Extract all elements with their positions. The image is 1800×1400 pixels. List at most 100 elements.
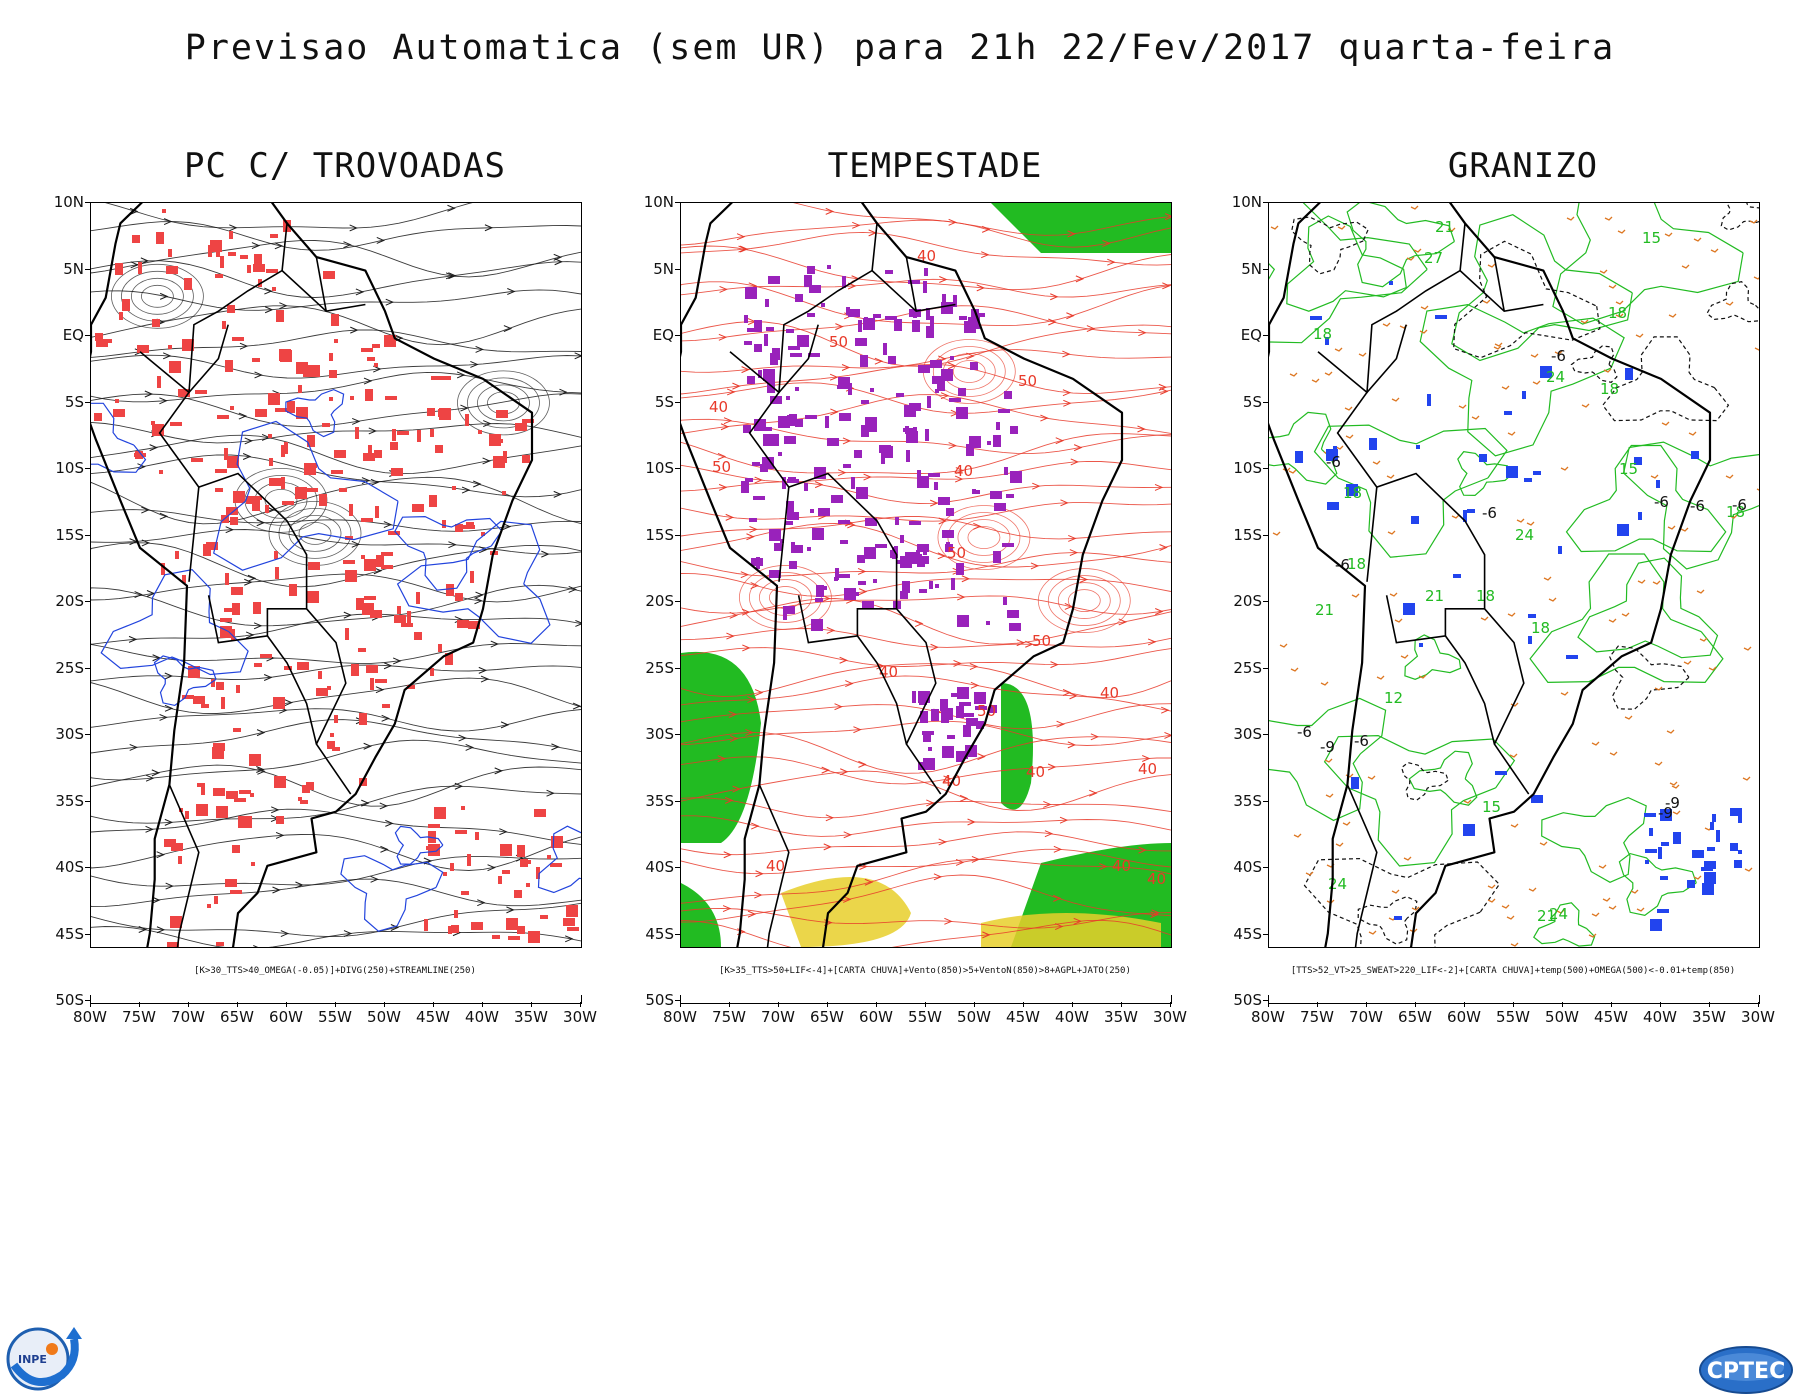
- contour-label: 21: [1425, 587, 1444, 605]
- contour-label: 18: [1343, 484, 1362, 502]
- contour-label: 12: [1384, 689, 1403, 707]
- contour-label: 40: [709, 398, 728, 416]
- panel-caption: [K>30_TTS>40_OMEGA(-0.05)]+DIVG(250)+STR…: [194, 966, 476, 976]
- lon-tick: [531, 1002, 532, 1007]
- lat-tick: [675, 800, 681, 802]
- lat-tick: [1263, 667, 1269, 669]
- lat-tick: [1263, 335, 1269, 336]
- lon-label: 65W: [810, 1008, 844, 1026]
- lat-label: 45S: [1233, 924, 1262, 943]
- lat-label: 50S: [1233, 991, 1262, 1009]
- lat-tick: [85, 202, 91, 203]
- lon-tick: [286, 1002, 287, 1007]
- lon-label: 60W: [1447, 1008, 1481, 1026]
- lat-tick: [85, 667, 91, 669]
- lat-tick: [675, 1000, 681, 1001]
- lon-tick: [335, 1002, 336, 1007]
- lat-label: 15S: [1233, 525, 1262, 544]
- lat-tick: [675, 534, 681, 536]
- lat-tick: [85, 468, 91, 469]
- lat-label: 5N: [1241, 259, 1262, 278]
- lat-label: 35S: [55, 791, 84, 810]
- contour-label: 18: [1600, 380, 1619, 398]
- contour-label: 15: [1642, 229, 1661, 247]
- contour-label: -9: [1320, 738, 1335, 756]
- lon-label: 30W: [563, 1008, 597, 1026]
- lat-tick: [675, 468, 681, 469]
- lon-tick: [1660, 1002, 1661, 1007]
- lon-label: 60W: [859, 1008, 893, 1026]
- cptec-logo: CPTEC: [1699, 1346, 1793, 1394]
- map-area[interactable]: 21 18 18 18 18 18 18 18 21 24 24 24 27 21 21 24 15 15 15 12…: [1268, 202, 1760, 948]
- lon-label: 35W: [1692, 1008, 1726, 1026]
- lon-label: 50W: [957, 1008, 991, 1026]
- lat-tick: [1263, 933, 1269, 935]
- lat-tick: [85, 534, 91, 536]
- lat-tick: [1263, 1000, 1269, 1001]
- contour-label: -6: [1297, 723, 1312, 741]
- lat-label: 25S: [55, 658, 84, 677]
- contour-label: 24: [1549, 905, 1568, 923]
- lat-tick: [85, 734, 91, 735]
- lon-label: 65W: [1398, 1008, 1432, 1026]
- contour-label: -9: [1665, 794, 1680, 812]
- lon-label: 40W: [1643, 1008, 1677, 1026]
- contour-label: 40: [1026, 763, 1045, 781]
- lon-label: 55W: [908, 1008, 942, 1026]
- lat-label: EQ: [62, 326, 84, 344]
- lon-tick: [1268, 1002, 1269, 1007]
- lat-tick: [85, 335, 91, 336]
- lon-tick: [188, 1002, 189, 1007]
- panel-tempestade: TEMPESTADE 10N 5N EQ 5S 10S 15S 20S 25S 30S 35S 40…: [630, 140, 1190, 1040]
- lat-tick: [675, 734, 681, 735]
- lon-label: 35W: [1104, 1008, 1138, 1026]
- lat-tick: [675, 335, 681, 336]
- map-area[interactable]: 50 40 50 40 50 50 40 40 50 40 40 40 40 40 40 40 50: [680, 202, 1172, 948]
- lon-tick: [482, 1002, 483, 1007]
- contour-label: 50: [977, 702, 996, 720]
- lat-label: 5S: [1242, 392, 1262, 411]
- lat-tick: [85, 933, 91, 935]
- contour-label: -6: [1732, 496, 1747, 514]
- lat-tick: [85, 800, 91, 802]
- contour-label: -6: [1654, 493, 1669, 511]
- panel-granizo: GRANIZO 10N 5N EQ 5S 10S 15S 20S 25S 30S 35S 40S 45…: [1218, 140, 1778, 1040]
- contour-label: 18: [1726, 503, 1745, 521]
- lon-label: 75W: [122, 1008, 156, 1026]
- lat-label: EQ: [1240, 326, 1262, 344]
- contour-label: 18: [1476, 587, 1495, 605]
- lat-label: 50S: [645, 991, 674, 1009]
- contour-label: 50: [1018, 372, 1037, 390]
- map-svg: 2118181818181818212424242721212415151512…: [1269, 203, 1759, 947]
- contour-label: 40: [1100, 684, 1119, 702]
- contour-label: 50: [947, 544, 966, 562]
- lat-label: 5S: [64, 392, 84, 411]
- map-area[interactable]: [90, 202, 582, 948]
- lat-label: 20S: [55, 592, 84, 610]
- lat-label: 10S: [55, 459, 84, 477]
- lat-label: 50S: [55, 991, 84, 1009]
- lat-tick: [1263, 867, 1269, 868]
- lon-tick: [778, 1002, 779, 1007]
- lat-tick: [1263, 202, 1269, 203]
- contour-label: 50: [712, 458, 731, 476]
- lon-label: 40W: [1055, 1008, 1089, 1026]
- lower-strip: [90, 995, 582, 1004]
- main-title: Previsao Automatica (sem UR) para 21h 22…: [184, 28, 1616, 68]
- contour-label: 18: [1531, 619, 1550, 637]
- contour-label: 40: [1112, 857, 1131, 875]
- lat-tick: [675, 601, 681, 602]
- lat-label: 10N: [1231, 193, 1262, 211]
- lon-tick: [139, 1002, 140, 1007]
- contour-label: 27: [1424, 249, 1443, 267]
- lon-label: 70W: [1349, 1008, 1383, 1026]
- lat-tick: [1263, 601, 1269, 602]
- lon-tick: [925, 1002, 926, 1007]
- lon-tick: [876, 1002, 877, 1007]
- lat-label: 35S: [1233, 791, 1262, 810]
- svg-text:CPTEC: CPTEC: [1707, 1359, 1785, 1384]
- lat-tick: [85, 268, 91, 270]
- panel-title: PC C/ TROVOADAS: [183, 146, 507, 186]
- lat-label: 20S: [645, 592, 674, 610]
- panel-pc-trovoadas: PC C/ TROVOADAS 10N 5N EQ 5S 10S 15S 20S 25S 30S…: [40, 140, 600, 1040]
